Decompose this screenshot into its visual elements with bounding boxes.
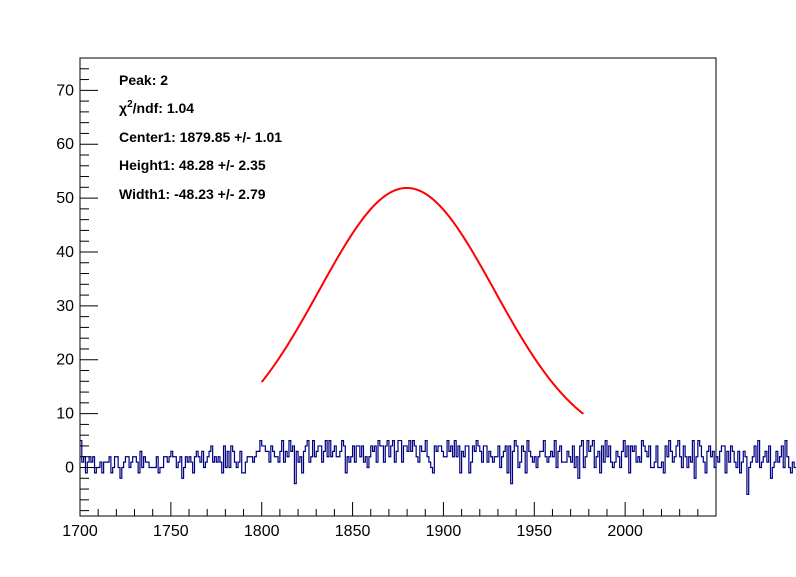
histogram-layer <box>80 439 796 496</box>
fit-layer <box>260 186 584 415</box>
axis-layer: 1700 1750 1800 1850 1900 1950 2000 0 10 20 30 40 50 6… <box>56 68 699 540</box>
histogram-series <box>80 439 796 496</box>
x-tick-label: 2000 <box>607 523 643 540</box>
x-tick-label: 1850 <box>335 523 371 540</box>
annotation-chi2ndf: χ2/ndf: 1.04 <box>119 99 194 116</box>
y-tick-label: 20 <box>56 352 74 369</box>
y-tick-label: 10 <box>56 406 74 423</box>
y-tick-label: 50 <box>56 190 74 207</box>
chi-symbol: χ <box>119 100 127 116</box>
x-tick-label: 1800 <box>244 523 280 540</box>
y-tick-label: 30 <box>56 298 74 315</box>
chi-superscript: 2 <box>127 99 133 110</box>
annotation-height: Height1: 48.28 +/- 2.35 <box>119 157 266 173</box>
x-tick-label: 1950 <box>516 523 552 540</box>
chi-ndf-value: /ndf: 1.04 <box>133 100 195 116</box>
y-tick-label: 60 <box>56 136 74 153</box>
x-tick-label: 1750 <box>153 523 189 540</box>
fit-annotations: Peak: 2 χ2/ndf: 1.04 Center1: 1879.85 +/… <box>119 72 282 202</box>
plot-frame <box>79 57 717 517</box>
annotation-width: Width1: -48.23 +/- 2.79 <box>119 186 266 202</box>
annotation-peak: Peak: 2 <box>119 72 168 88</box>
x-tick-label: 1700 <box>62 523 98 540</box>
fit-curve <box>260 186 584 415</box>
x-tick-label: 1900 <box>426 523 462 540</box>
annotation-center: Center1: 1879.85 +/- 1.01 <box>119 129 282 145</box>
y-tick-label: 70 <box>56 82 74 99</box>
y-tick-label: 40 <box>56 244 74 261</box>
y-tick-label: 0 <box>65 460 74 477</box>
